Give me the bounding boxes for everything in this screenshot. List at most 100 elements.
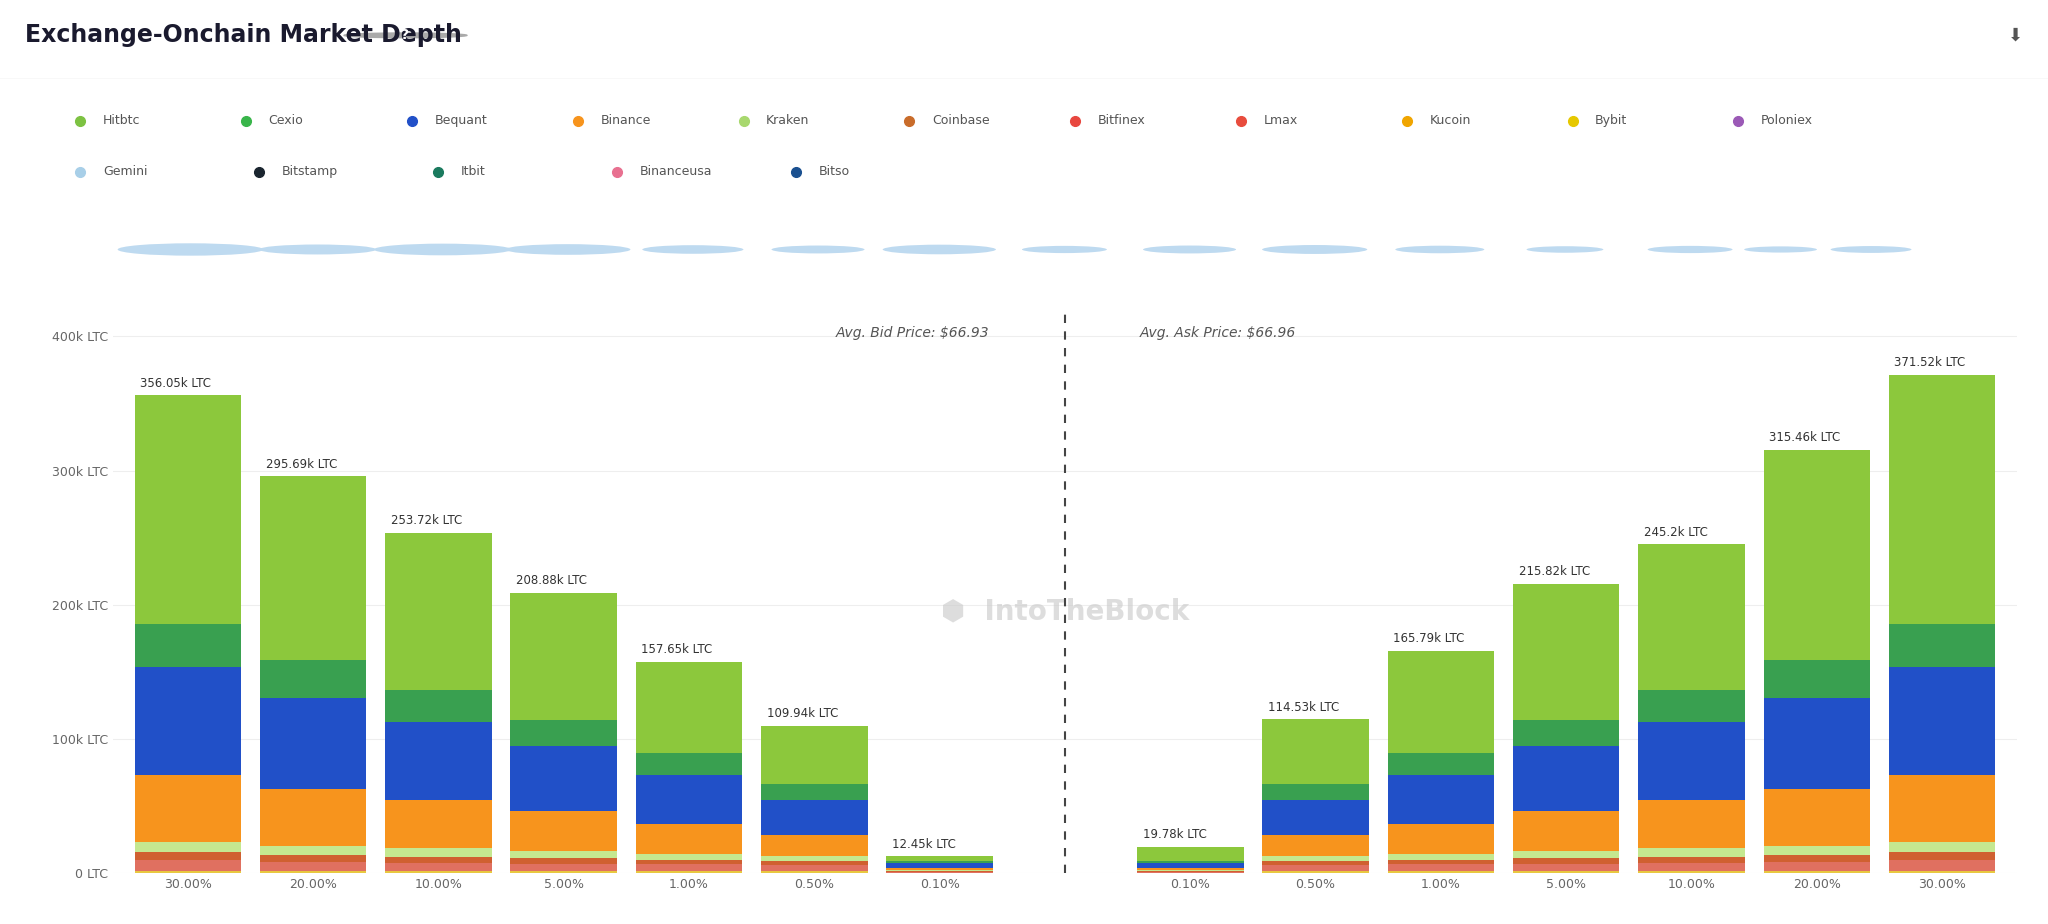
Bar: [1513, 864, 1620, 871]
Text: 114.53k LTC: 114.53k LTC: [1268, 701, 1339, 714]
Bar: [1888, 374, 1995, 625]
Text: Lmax: Lmax: [1264, 115, 1298, 128]
Bar: [1513, 747, 1620, 810]
Bar: [510, 871, 616, 872]
Bar: [260, 862, 367, 871]
Bar: [1389, 859, 1495, 865]
Text: ⬢  IntoTheBlock: ⬢ IntoTheBlock: [940, 598, 1190, 626]
Bar: [135, 667, 242, 774]
Bar: [385, 863, 492, 871]
Bar: [1888, 842, 1995, 852]
Bar: [1389, 753, 1495, 774]
Bar: [385, 723, 492, 800]
Text: ?: ?: [401, 29, 410, 43]
Bar: [1763, 862, 1870, 871]
Bar: [762, 857, 868, 861]
Bar: [1888, 860, 1995, 871]
Bar: [762, 725, 868, 784]
Bar: [1888, 852, 1995, 860]
Bar: [1513, 858, 1620, 864]
Bar: [135, 774, 242, 842]
Text: Hitbtc: Hitbtc: [102, 115, 141, 128]
Bar: [135, 852, 242, 860]
Bar: [260, 789, 367, 845]
Text: 356.05k LTC: 356.05k LTC: [139, 377, 211, 390]
Ellipse shape: [1262, 245, 1368, 254]
Ellipse shape: [883, 245, 995, 254]
Text: Bybit: Bybit: [1595, 115, 1628, 128]
Bar: [887, 857, 993, 860]
Text: 19.78k LTC: 19.78k LTC: [1143, 828, 1206, 841]
Bar: [260, 845, 367, 855]
Ellipse shape: [643, 245, 743, 254]
Bar: [510, 858, 616, 864]
Bar: [1638, 690, 1745, 723]
Bar: [762, 800, 868, 835]
Text: 12.45k LTC: 12.45k LTC: [893, 838, 956, 851]
Text: Binanceusa: Binanceusa: [639, 165, 713, 178]
Bar: [1389, 774, 1495, 824]
Bar: [510, 747, 616, 810]
Bar: [1389, 865, 1495, 871]
Ellipse shape: [1831, 246, 1911, 253]
Text: 165.79k LTC: 165.79k LTC: [1393, 632, 1464, 645]
Bar: [887, 871, 993, 872]
Bar: [1888, 774, 1995, 842]
Bar: [762, 835, 868, 857]
Text: 245.2k LTC: 245.2k LTC: [1645, 526, 1708, 539]
Bar: [1763, 845, 1870, 855]
Bar: [1513, 720, 1620, 747]
Bar: [887, 863, 993, 868]
Ellipse shape: [772, 246, 864, 253]
Text: ⬇: ⬇: [2009, 27, 2023, 44]
Bar: [1513, 810, 1620, 851]
Bar: [260, 871, 367, 872]
Text: Bequant: Bequant: [434, 115, 487, 128]
Bar: [1638, 544, 1745, 690]
Bar: [1389, 871, 1495, 872]
Text: 157.65k LTC: 157.65k LTC: [641, 643, 713, 656]
Bar: [510, 593, 616, 720]
Ellipse shape: [117, 243, 264, 256]
Bar: [1638, 800, 1745, 848]
Bar: [1763, 450, 1870, 661]
Bar: [1137, 863, 1243, 868]
Text: 295.69k LTC: 295.69k LTC: [266, 458, 336, 471]
Text: 371.52k LTC: 371.52k LTC: [1894, 357, 1966, 370]
Bar: [635, 859, 741, 865]
Text: Coinbase: Coinbase: [932, 115, 989, 128]
Bar: [1513, 871, 1620, 872]
Bar: [1763, 661, 1870, 698]
Bar: [1262, 861, 1368, 865]
Text: 208.88k LTC: 208.88k LTC: [516, 575, 588, 588]
Ellipse shape: [1526, 246, 1604, 253]
Bar: [1262, 857, 1368, 861]
Text: Avg. Bid Price: $66.93: Avg. Bid Price: $66.93: [836, 325, 989, 340]
Bar: [1888, 625, 1995, 667]
Text: Cexio: Cexio: [268, 115, 303, 128]
Ellipse shape: [1649, 246, 1733, 253]
Ellipse shape: [258, 245, 377, 254]
Text: 253.72k LTC: 253.72k LTC: [391, 515, 463, 528]
Bar: [260, 855, 367, 862]
Ellipse shape: [506, 244, 631, 255]
Text: Binance: Binance: [600, 115, 651, 128]
Text: 315.46k LTC: 315.46k LTC: [1769, 432, 1841, 444]
Bar: [260, 698, 367, 789]
Bar: [635, 871, 741, 872]
Text: 109.94k LTC: 109.94k LTC: [766, 707, 838, 721]
Bar: [1638, 863, 1745, 871]
Bar: [135, 860, 242, 871]
Bar: [1638, 857, 1745, 863]
Ellipse shape: [1143, 246, 1237, 253]
Bar: [1137, 860, 1243, 863]
Bar: [1638, 723, 1745, 800]
Bar: [1888, 871, 1995, 872]
Bar: [1763, 789, 1870, 845]
Text: Bitso: Bitso: [819, 165, 850, 178]
Bar: [635, 774, 741, 824]
Bar: [1888, 667, 1995, 774]
Bar: [1763, 698, 1870, 789]
Bar: [887, 860, 993, 863]
Bar: [762, 784, 868, 800]
